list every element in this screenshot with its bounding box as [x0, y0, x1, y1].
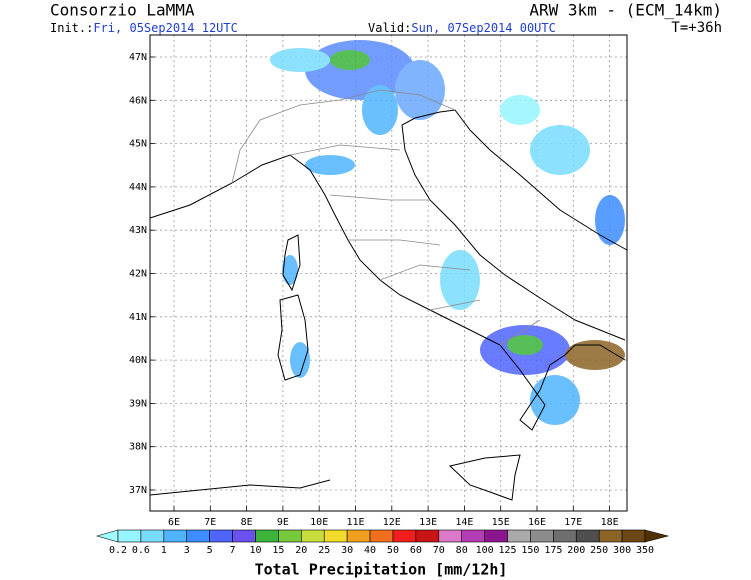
valid: Valid:Sun, 07Sep2014 00UTC	[368, 21, 556, 35]
colorbar-box	[255, 529, 279, 543]
colorbar-triangle	[95, 529, 119, 543]
init: Init.:Fri, 05Sep2014 12UTC	[50, 21, 238, 35]
lat-label: 45N	[129, 139, 147, 150]
colorbar-label: 25	[318, 545, 330, 556]
colorbar-label: 150	[521, 545, 539, 556]
colorbar-label: 250	[590, 545, 608, 556]
colorbar-label: 0.2	[109, 545, 127, 556]
lat-label: 42N	[129, 269, 147, 280]
colorbar-title: Total Precipitation [mm/12h]	[255, 561, 508, 579]
lon-label: 6E	[168, 517, 180, 528]
colorbar-label: 7	[230, 545, 236, 556]
colorbar-box	[392, 529, 417, 543]
lon-label: 16E	[528, 517, 546, 528]
colorbar-box	[507, 529, 531, 543]
colorbar-label: 80	[456, 545, 468, 556]
colorbar-label: 20	[295, 545, 307, 556]
grid	[150, 35, 627, 511]
colorbar-label: 70	[433, 545, 445, 556]
colorbar-box	[461, 529, 485, 543]
model: ARW 3km - (ECM_14km)	[529, 1, 722, 20]
lat-label: 47N	[129, 52, 147, 63]
valid-value: Sun, 07Sep2014 00UTC	[411, 21, 556, 35]
colorbar-label: 0.6	[132, 545, 150, 556]
lat-label: 44N	[129, 182, 147, 193]
lon-label: 14E	[455, 517, 473, 528]
colorbar-label: 40	[364, 545, 376, 556]
colorbar-box	[232, 529, 256, 543]
colorbar-triangle	[644, 529, 670, 543]
colorbar-label: 15	[272, 545, 284, 556]
colorbar-box	[117, 529, 142, 543]
lon-label: 11E	[346, 517, 364, 528]
title: Consorzio LaMMA	[50, 1, 195, 20]
map-frame	[149, 34, 628, 512]
init-value: Fri, 05Sep2014 12UTC	[93, 21, 238, 35]
lat-label: 46N	[129, 95, 147, 106]
colorbar-label: 350	[636, 545, 654, 556]
colorbar-box	[438, 529, 462, 543]
lon-label: 15E	[492, 517, 510, 528]
lon-label: 18E	[601, 517, 619, 528]
colorbar-label: 125	[498, 545, 516, 556]
lat-label: 40N	[129, 355, 147, 366]
lon-label: 9E	[277, 517, 289, 528]
lat-label: 37N	[129, 485, 147, 496]
lat-label: 41N	[129, 312, 147, 323]
colorbar-box	[369, 529, 394, 543]
lon-label: 10E	[310, 517, 328, 528]
colorbar-label: 175	[544, 545, 562, 556]
colorbar-box	[301, 529, 325, 543]
colorbar-box	[415, 529, 440, 543]
colorbar-box	[553, 529, 577, 543]
lon-label: 7E	[204, 517, 216, 528]
colorbar-label: 60	[410, 545, 422, 556]
colorbar-label: 3	[184, 545, 190, 556]
colorbar-box	[186, 529, 210, 543]
colorbar-box	[163, 529, 188, 543]
colorbar-box	[484, 529, 508, 543]
colorbar-box	[530, 529, 554, 543]
lon-label: 8E	[241, 517, 253, 528]
lon-label: 13E	[419, 517, 437, 528]
lon-label: 12E	[383, 517, 401, 528]
lat-label: 39N	[129, 398, 147, 409]
colorbar-label: 200	[567, 545, 585, 556]
borders	[231, 89, 541, 346]
colorbar-label: 30	[341, 545, 353, 556]
colorbar-box	[598, 529, 623, 543]
colorbar-label: 300	[613, 545, 631, 556]
colorbar-label: 5	[207, 545, 213, 556]
init-label: Init.:	[50, 21, 93, 35]
colorbar-label: 1	[161, 545, 167, 556]
colorbar-box	[278, 529, 302, 543]
colorbar-label: 50	[387, 545, 399, 556]
colorbar-box	[621, 529, 646, 543]
lead-time: T=+36h	[671, 20, 722, 36]
lat-label: 43N	[129, 225, 147, 236]
colorbar-box	[209, 529, 233, 543]
colorbar: 0.2 0.6 1 3 5 7 10 15 20 25 30 40 50 60 70 80 100 125 150 1…	[95, 529, 670, 556]
colorbar-box	[575, 529, 600, 543]
colorbar-label: 100	[476, 545, 494, 556]
colorbar-box	[346, 529, 371, 543]
colorbar-label: 10	[249, 545, 261, 556]
colorbar-box	[140, 529, 165, 543]
lat-label: 38N	[129, 442, 147, 453]
valid-label: Valid:	[368, 21, 411, 35]
map	[149, 34, 628, 512]
colorbar-box	[323, 529, 348, 543]
precipitation	[270, 40, 625, 425]
lon-label: 17E	[564, 517, 582, 528]
